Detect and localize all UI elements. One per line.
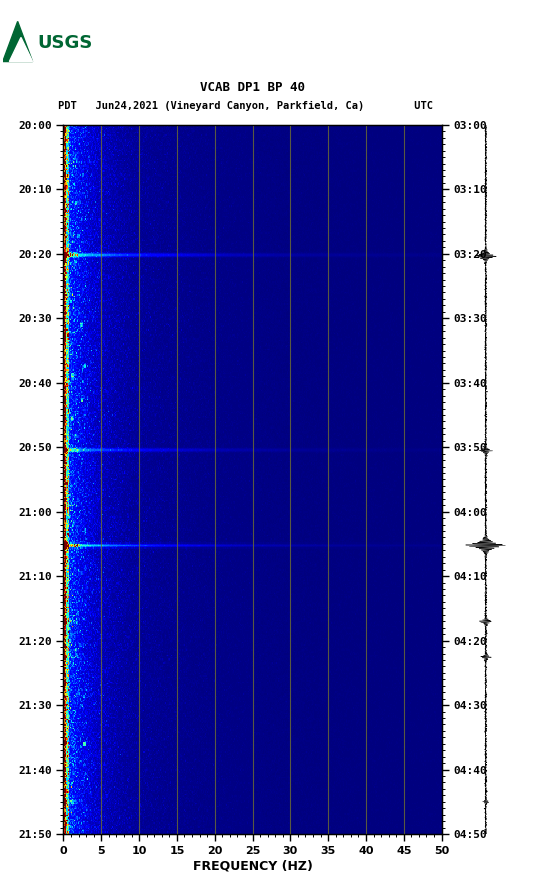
Text: PDT   Jun24,2021 (Vineyard Canyon, Parkfield, Ca)        UTC: PDT Jun24,2021 (Vineyard Canyon, Parkfie…	[58, 102, 433, 112]
Text: VCAB DP1 BP 40: VCAB DP1 BP 40	[200, 80, 305, 94]
Polygon shape	[9, 37, 33, 62]
Text: USGS: USGS	[38, 34, 93, 52]
X-axis label: FREQUENCY (HZ): FREQUENCY (HZ)	[193, 860, 312, 873]
Polygon shape	[3, 21, 33, 62]
